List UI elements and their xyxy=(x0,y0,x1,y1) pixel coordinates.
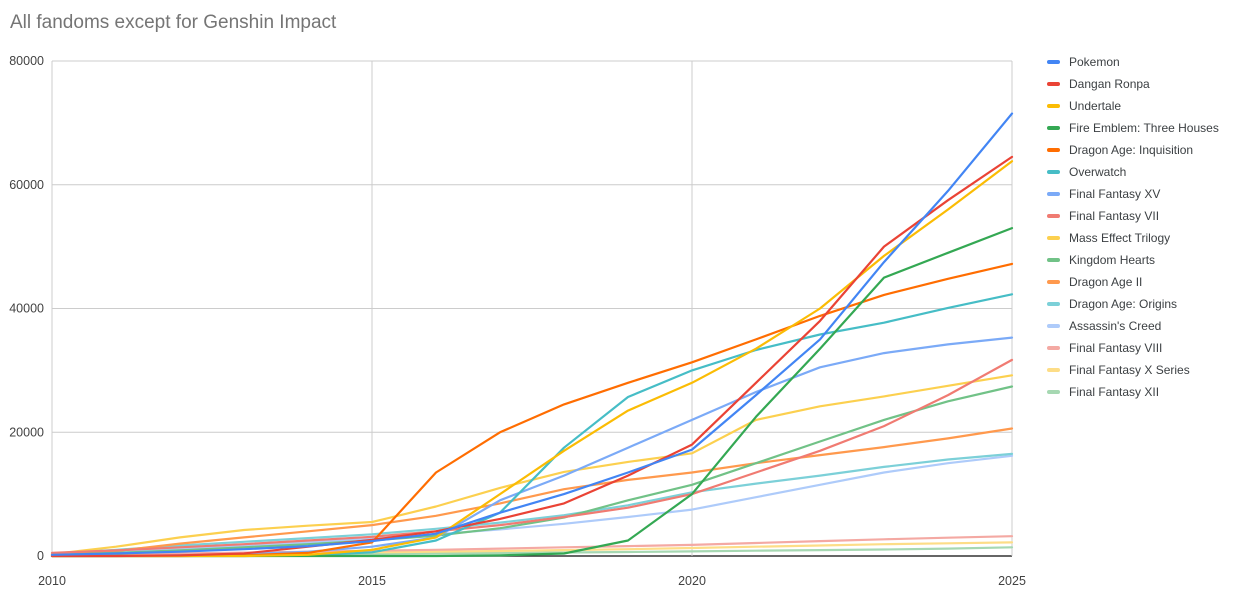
legend-item-fire-emblem-three-houses: Fire Emblem: Three Houses xyxy=(1047,117,1219,139)
series-line-fire-emblem-three-houses xyxy=(50,227,1014,558)
legend-item-label: Dragon Age II xyxy=(1069,275,1143,289)
legend-swatch xyxy=(1047,390,1060,394)
legend-swatch xyxy=(1047,258,1060,262)
legend-swatch xyxy=(1047,346,1060,350)
legend-swatch xyxy=(1047,368,1060,372)
legend-item-label: Final Fantasy VIII xyxy=(1069,341,1163,355)
x-axis-tick-label: 2025 xyxy=(998,574,1026,588)
series-line-final-fantasy-viii xyxy=(50,535,1014,556)
legend-item-overwatch: Overwatch xyxy=(1047,161,1219,183)
legend-item-final-fantasy-xv: Final Fantasy XV xyxy=(1047,183,1219,205)
legend-item-label: Dragon Age: Origins xyxy=(1069,297,1178,311)
series-line-dragon-age-origins xyxy=(50,452,1014,555)
legend-item-label: Overwatch xyxy=(1069,165,1127,179)
legend-swatch xyxy=(1047,324,1060,328)
legend-item-label: Final Fantasy XII xyxy=(1069,385,1160,399)
legend-item-dragon-age-inquisition: Dragon Age: Inquisition xyxy=(1047,139,1219,161)
legend-item-label: Dangan Ronpa xyxy=(1069,77,1150,91)
legend-item-final-fantasy-xii: Final Fantasy XII xyxy=(1047,381,1219,403)
legend-swatch xyxy=(1047,170,1060,174)
legend-item-final-fantasy-x-series: Final Fantasy X Series xyxy=(1047,359,1219,381)
legend-item-assassin-s-creed: Assassin's Creed xyxy=(1047,315,1219,337)
legend-swatch xyxy=(1047,192,1060,196)
legend-swatch xyxy=(1047,60,1060,64)
y-axis-tick-label: 0 xyxy=(37,549,44,563)
y-axis-tick-label: 60000 xyxy=(9,178,44,192)
legend-item-label: Final Fantasy X Series xyxy=(1069,363,1190,377)
legend-swatch xyxy=(1047,148,1060,152)
series-line-pokemon xyxy=(50,112,1014,556)
series-line-dragon-age-ii xyxy=(50,427,1014,558)
legend-item-dragon-age-origins: Dragon Age: Origins xyxy=(1047,293,1219,315)
legend-item-dragon-age-ii: Dragon Age II xyxy=(1047,271,1219,293)
legend-item-label: Final Fantasy VII xyxy=(1069,209,1160,223)
legend-item-label: Dragon Age: Inquisition xyxy=(1069,143,1194,157)
legend-item-kingdom-hearts: Kingdom Hearts xyxy=(1047,249,1219,271)
chart-title: All fandoms except for Genshin Impact xyxy=(10,12,337,33)
legend-swatch xyxy=(1047,302,1060,306)
legend-item-pokemon: Pokemon xyxy=(1047,51,1219,73)
y-axis-tick-label: 40000 xyxy=(9,302,44,316)
legend-item-label: Mass Effect Trilogy xyxy=(1069,231,1171,245)
x-axis-tick-label: 2010 xyxy=(38,574,66,588)
legend-item-label: Final Fantasy XV xyxy=(1069,187,1161,201)
y-axis-tick-label: 80000 xyxy=(9,54,44,68)
legend-swatch xyxy=(1047,214,1060,218)
legend-item-label: Assassin's Creed xyxy=(1069,319,1162,333)
legend-item-final-fantasy-vii: Final Fantasy VII xyxy=(1047,205,1219,227)
legend-item-label: Undertale xyxy=(1069,99,1122,113)
legend-item-label: Kingdom Hearts xyxy=(1069,253,1156,267)
legend-item-dangan-ronpa: Dangan Ronpa xyxy=(1047,73,1219,95)
legend-item-label: Fire Emblem: Three Houses xyxy=(1069,121,1219,135)
legend-swatch xyxy=(1047,280,1060,284)
legend-swatch xyxy=(1047,236,1060,240)
y-axis-tick-label: 20000 xyxy=(9,425,44,439)
x-axis-tick-label: 2015 xyxy=(358,574,386,588)
legend-item-undertale: Undertale xyxy=(1047,95,1219,117)
series-line-assassin-s-creed xyxy=(50,454,1014,556)
legend-item-label: Pokemon xyxy=(1069,55,1120,69)
series-line-dangan-ronpa xyxy=(50,155,1014,558)
x-axis-tick-label: 2020 xyxy=(678,574,706,588)
legend-item-mass-effect-trilogy: Mass Effect Trilogy xyxy=(1047,227,1219,249)
series-line-kingdom-hearts xyxy=(50,385,1014,556)
legend-swatch xyxy=(1047,126,1060,130)
legend-swatch xyxy=(1047,82,1060,86)
legend-swatch xyxy=(1047,104,1060,108)
legend-item-final-fantasy-viii: Final Fantasy VIII xyxy=(1047,337,1219,359)
chart-legend: Pokemon Dangan Ronpa Undertale Fire Emblem:… xyxy=(1047,51,1219,403)
series-line-final-fantasy-vii xyxy=(50,358,1014,555)
